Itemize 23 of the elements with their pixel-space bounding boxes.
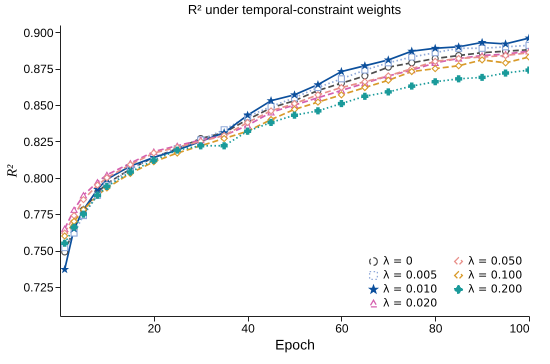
legend-label: λ = 0.010 — [383, 282, 438, 296]
y-axis-title: R² — [5, 164, 20, 178]
y-tick-label: 0.875 — [23, 62, 54, 76]
legend-label: λ = 0.020 — [383, 296, 438, 310]
legend-label: λ = 0 — [383, 254, 413, 268]
x-tick-label: 20 — [148, 322, 162, 336]
y-tick-label: 0.850 — [23, 98, 54, 113]
x-tick-label: 40 — [241, 322, 256, 336]
y-tick-label: 0.800 — [23, 171, 54, 186]
x-axis-title: Epoch — [275, 336, 315, 352]
chart-title: R² under temporal-constraint weights — [188, 2, 402, 17]
x-tick-label: 100 — [509, 322, 530, 336]
x-tick-label: 80 — [429, 322, 443, 336]
y-tick-label: 0.725 — [23, 280, 54, 294]
x-tick-label: 60 — [335, 322, 349, 336]
legend-label: λ = 0.005 — [383, 268, 438, 282]
y-tick-label: 0.900 — [23, 26, 54, 40]
legend-label: λ = 0.100 — [468, 268, 522, 282]
y-tick-label: 0.750 — [23, 244, 54, 258]
y-tick-label: 0.775 — [23, 208, 54, 222]
y-tick-label: 0.825 — [23, 134, 54, 149]
legend-label: λ = 0.050 — [468, 254, 522, 268]
legend-label: λ = 0.200 — [468, 282, 522, 296]
